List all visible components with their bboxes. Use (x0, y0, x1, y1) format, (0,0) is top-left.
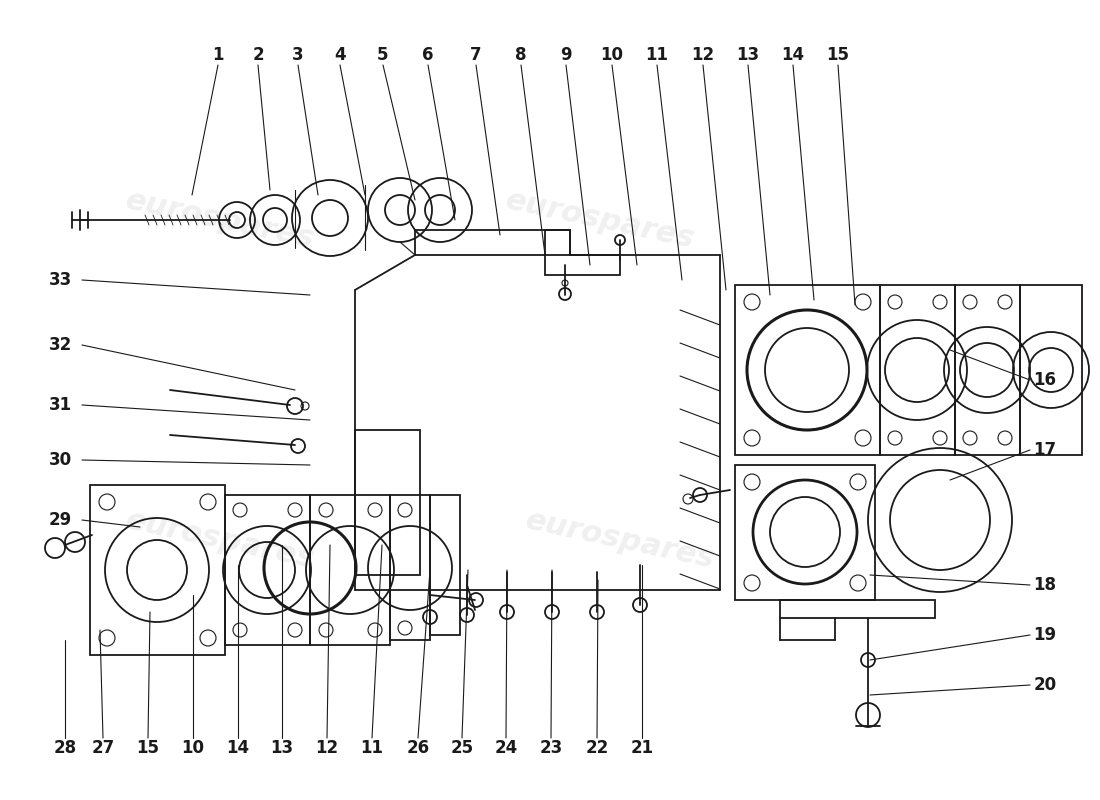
Text: 29: 29 (48, 511, 72, 529)
Text: 16: 16 (1034, 371, 1056, 389)
Text: 6: 6 (422, 46, 433, 64)
Text: 30: 30 (48, 451, 72, 469)
Text: eurospares: eurospares (123, 506, 317, 574)
Text: 11: 11 (646, 46, 669, 64)
Text: 11: 11 (361, 739, 384, 757)
Text: eurospares: eurospares (123, 186, 317, 254)
Text: 32: 32 (48, 336, 72, 354)
Text: 3: 3 (293, 46, 304, 64)
Text: 15: 15 (136, 739, 160, 757)
Text: 8: 8 (515, 46, 527, 64)
Text: 19: 19 (1033, 626, 1057, 644)
Text: 23: 23 (539, 739, 562, 757)
Text: 10: 10 (601, 46, 624, 64)
Text: 27: 27 (91, 739, 114, 757)
Text: 9: 9 (560, 46, 572, 64)
Text: 14: 14 (781, 46, 804, 64)
Text: 20: 20 (1033, 676, 1057, 694)
Text: 17: 17 (1033, 441, 1057, 459)
Text: 10: 10 (182, 739, 205, 757)
Text: 14: 14 (227, 739, 250, 757)
Text: 1: 1 (212, 46, 223, 64)
Text: 5: 5 (377, 46, 388, 64)
Text: eurospares: eurospares (503, 186, 697, 254)
Text: eurospares: eurospares (522, 506, 717, 574)
Text: 28: 28 (54, 739, 77, 757)
Text: 7: 7 (470, 46, 482, 64)
Text: 22: 22 (585, 739, 608, 757)
Text: 24: 24 (494, 739, 518, 757)
Text: 21: 21 (630, 739, 653, 757)
Text: 4: 4 (334, 46, 345, 64)
Text: 13: 13 (736, 46, 760, 64)
Text: 18: 18 (1034, 576, 1056, 594)
Text: 2: 2 (252, 46, 264, 64)
Text: 31: 31 (48, 396, 72, 414)
Text: 13: 13 (271, 739, 294, 757)
Text: 26: 26 (406, 739, 430, 757)
Text: 12: 12 (316, 739, 339, 757)
Bar (355, 430, 420, 575)
Text: 15: 15 (826, 46, 849, 64)
Text: 25: 25 (450, 739, 474, 757)
Text: 12: 12 (692, 46, 715, 64)
Text: 33: 33 (48, 271, 72, 289)
